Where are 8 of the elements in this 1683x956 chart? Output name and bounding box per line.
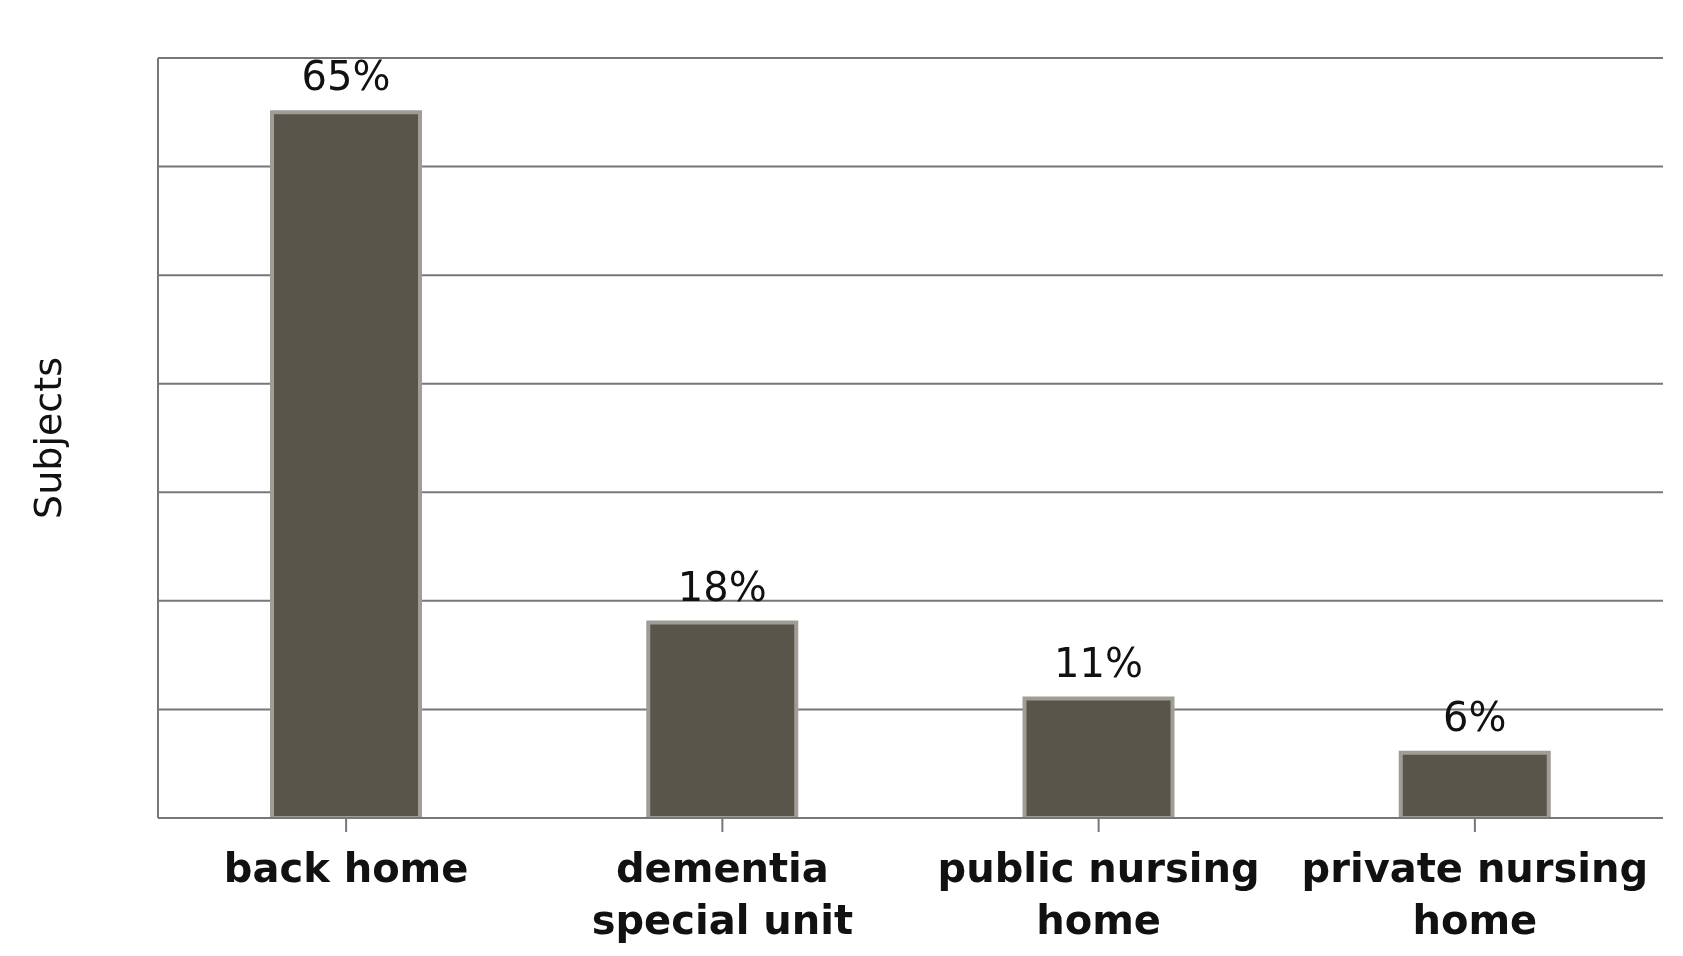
data-label: 65%: [301, 53, 391, 100]
y-axis-title: Subjects: [26, 357, 71, 519]
data-label: 18%: [677, 563, 767, 610]
x-tick-label: private nursing home: [1301, 845, 1649, 943]
x-tick-label: back home: [223, 845, 469, 891]
data-label: 11%: [1054, 639, 1143, 686]
x-tick-label: public nursing home: [937, 845, 1260, 943]
x-tick-label: dementia special unit: [591, 845, 854, 943]
